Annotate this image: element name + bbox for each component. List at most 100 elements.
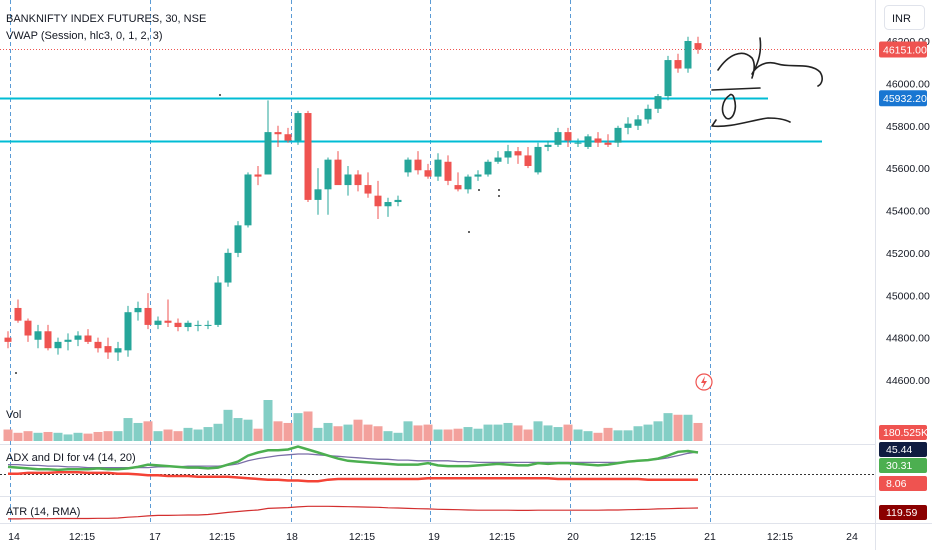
candle-47[interactable] — [474, 170, 482, 181]
candle-7[interactable] — [74, 331, 82, 347]
candle-27[interactable] — [274, 125, 282, 147]
price-axis[interactable]: 46200.0046000.0045800.0045600.0045400.00… — [886, 36, 930, 387]
candle-45[interactable] — [454, 172, 462, 192]
candle-23[interactable] — [234, 221, 242, 258]
candle-8[interactable] — [84, 329, 92, 344]
candle-43[interactable] — [434, 153, 442, 181]
time-tick-11: 12:15 — [767, 531, 793, 543]
candle-38[interactable] — [384, 197, 392, 217]
volume-bar-63 — [633, 426, 643, 441]
time-axis[interactable]: 14 12:15 17 12:15 18 12:15 19 12:15 20 12:15 21 12:… — [8, 531, 858, 543]
candle-30[interactable] — [304, 110, 312, 203]
candlestick-series[interactable] — [4, 36, 702, 361]
horizontal-lines[interactable] — [0, 97, 822, 143]
time-tick-10: 21 — [704, 531, 716, 543]
candle-55[interactable] — [554, 127, 562, 147]
candle-46[interactable] — [464, 174, 472, 194]
candle-6[interactable] — [64, 333, 72, 351]
candle-25[interactable] — [254, 166, 262, 186]
candle-66[interactable] — [664, 55, 672, 101]
candle-18[interactable] — [184, 320, 192, 332]
candle-26[interactable] — [264, 100, 272, 175]
candle-49[interactable] — [494, 151, 502, 164]
candle-68[interactable] — [684, 36, 692, 73]
candle-24[interactable] — [244, 172, 252, 228]
candle-17[interactable] — [174, 318, 182, 332]
candle-39[interactable] — [394, 195, 402, 207]
candle-69[interactable] — [694, 36, 702, 54]
adx-value-minus-di: 8.06 — [886, 478, 907, 490]
candle-56[interactable] — [564, 127, 572, 147]
candle-48[interactable] — [484, 159, 492, 177]
candle-59[interactable] — [594, 132, 602, 147]
candle-50[interactable] — [504, 144, 512, 164]
candle-57[interactable] — [574, 138, 582, 147]
volume-bar-8 — [83, 433, 93, 441]
candle-11[interactable] — [114, 341, 122, 361]
dot-markers — [15, 94, 500, 374]
currency-button[interactable]: INR — [884, 5, 925, 30]
candle-37[interactable] — [374, 180, 382, 219]
candle-4[interactable] — [44, 324, 52, 351]
volume-pane-title[interactable]: Vol — [6, 409, 21, 421]
volume-bar-14 — [143, 421, 153, 441]
candle-29[interactable] — [294, 110, 302, 145]
candle-12[interactable] — [124, 305, 132, 357]
candle-53[interactable] — [534, 142, 542, 175]
volume-bar-53 — [533, 421, 543, 441]
candle-22[interactable] — [224, 248, 232, 287]
adx-pane-title[interactable]: ADX and DI for v4 (14, 20) — [6, 452, 136, 464]
candle-5[interactable] — [54, 337, 62, 355]
atr-pane-title[interactable]: ATR (14, RMA) — [6, 506, 80, 518]
candle-20[interactable] — [204, 320, 212, 330]
volume-bar-20 — [203, 427, 213, 441]
volume-bar-58 — [583, 431, 593, 441]
candle-14[interactable] — [144, 293, 152, 330]
candle-61[interactable] — [614, 125, 622, 147]
candle-67[interactable] — [674, 53, 682, 73]
candle-40[interactable] — [404, 157, 412, 177]
candle-62[interactable] — [624, 117, 632, 135]
candle-2[interactable] — [24, 318, 32, 342]
candle-31[interactable] — [314, 168, 322, 215]
volume-bar-65 — [653, 421, 663, 441]
candle-3[interactable] — [34, 324, 42, 349]
symbol-title[interactable]: BANKNIFTY INDEX FUTURES, 30, NSE — [6, 13, 206, 25]
candle-13[interactable] — [134, 301, 142, 321]
volume-bar-31 — [313, 427, 323, 441]
candle-58[interactable] — [584, 134, 592, 150]
candle-51[interactable] — [514, 146, 522, 164]
candle-28[interactable] — [284, 127, 292, 143]
freehand-drawing[interactable] — [711, 37, 823, 128]
candle-34[interactable] — [344, 166, 352, 196]
candle-52[interactable] — [524, 146, 532, 169]
candle-15[interactable] — [154, 316, 162, 330]
candle-36[interactable] — [364, 172, 372, 198]
candle-33[interactable] — [334, 151, 342, 186]
candle-35[interactable] — [354, 170, 362, 192]
candle-1[interactable] — [14, 299, 22, 323]
candle-0[interactable] — [4, 331, 12, 349]
candle-44[interactable] — [444, 155, 452, 186]
volume-bar-54 — [543, 425, 553, 441]
candle-41[interactable] — [414, 151, 422, 175]
candle-63[interactable] — [634, 115, 642, 130]
candle-32[interactable] — [324, 157, 332, 215]
candle-64[interactable] — [644, 104, 652, 124]
candle-10[interactable] — [104, 337, 112, 359]
candle-65[interactable] — [654, 93, 662, 114]
candle-42[interactable] — [424, 163, 432, 179]
volume-value: 180.525K — [883, 427, 928, 439]
candle-9[interactable] — [94, 337, 102, 353]
lightning-icon[interactable] — [695, 373, 713, 391]
atr-value: 119.59 — [886, 507, 917, 519]
candle-21[interactable] — [214, 276, 222, 328]
candle-60[interactable] — [604, 134, 612, 147]
candle-16[interactable] — [164, 299, 172, 328]
candle-19[interactable] — [194, 320, 202, 332]
volume-bar-9 — [93, 431, 103, 441]
vwap-indicator-label[interactable]: VWAP (Session, hlc3, 0, 1, 2, 3) — [6, 30, 163, 42]
candle-54[interactable] — [544, 140, 552, 152]
volume-bar-39 — [393, 432, 403, 441]
